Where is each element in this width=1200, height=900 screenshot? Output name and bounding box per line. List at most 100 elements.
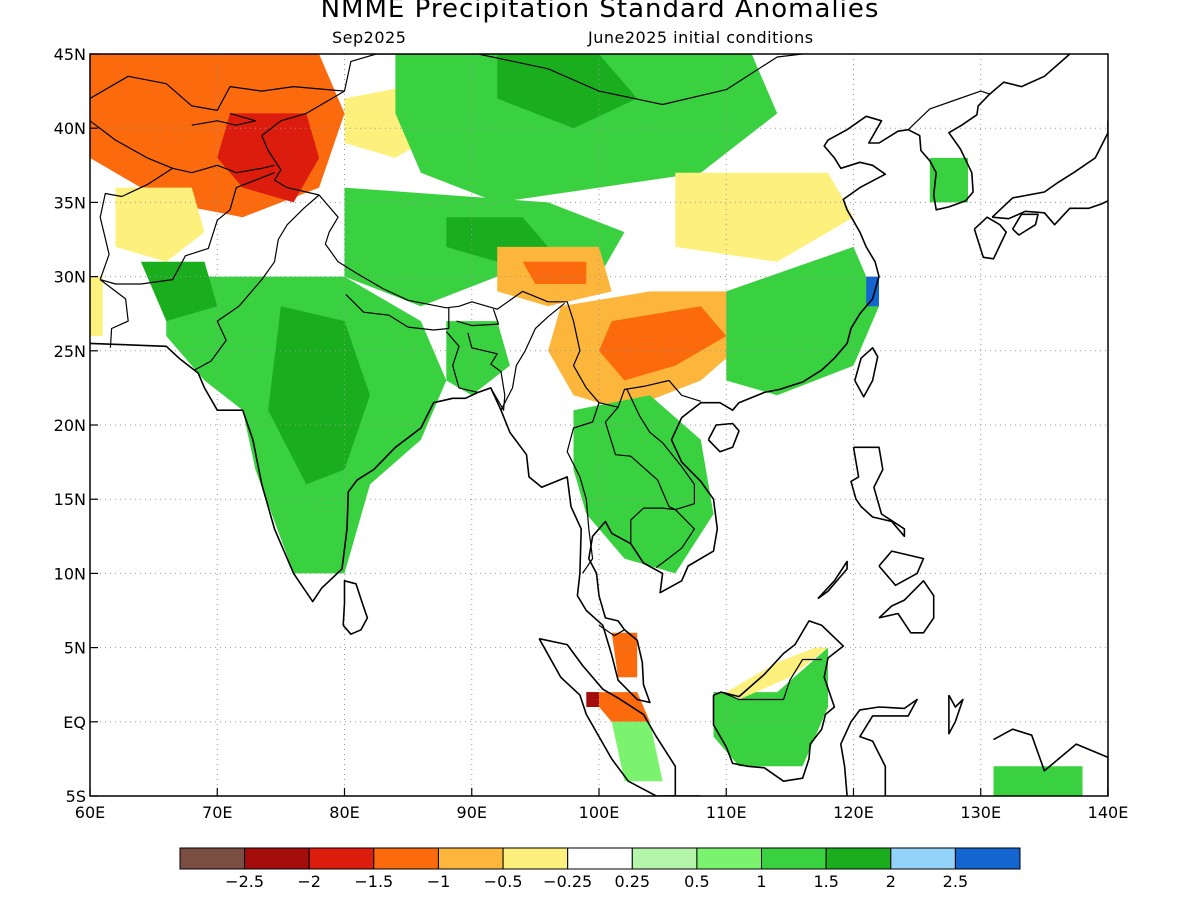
country-borders <box>90 54 990 701</box>
india-pak-border <box>194 194 320 371</box>
colorbar-label: −0.25 <box>543 872 592 891</box>
new-guinea-coast <box>993 728 1108 796</box>
x-tick-label: 120E <box>833 803 874 822</box>
region-kashmir-dry-core <box>217 113 320 203</box>
x-tick-label: 90E <box>457 803 487 822</box>
colorbar-swatch <box>631 847 698 870</box>
taiwan-coast <box>854 346 879 398</box>
colorbar-swatch <box>890 847 956 870</box>
region-afghanistan-dry <box>115 187 205 262</box>
region-southeast-china-wet <box>726 246 879 396</box>
palawan-coast <box>817 560 848 600</box>
colorbar-label: −2.5 <box>225 872 264 891</box>
region-sumatra-very-dry <box>586 692 599 707</box>
borneo-coast <box>712 620 845 783</box>
myanmar-thai-border <box>566 402 600 574</box>
colorbar-label: 2.5 <box>943 872 968 891</box>
china-north-border <box>261 54 803 137</box>
x-tick-label: 130E <box>960 803 1001 822</box>
afghan-pak-border <box>100 172 275 285</box>
region-sichuan-dry-core <box>522 261 587 284</box>
fergana-border <box>191 112 256 126</box>
kyushu-coast <box>973 216 1008 260</box>
region-sumatra-dry <box>586 692 650 722</box>
region-taiwan-wet <box>866 276 879 307</box>
colorbar-swatch <box>179 847 246 870</box>
bhutan-border <box>456 309 500 327</box>
colorbar: −2.5 −2 −1.5 −1 −0.5 −0.25 0.25 0.5 1 1.5 2 2.5 <box>179 847 1021 891</box>
y-tick-label: 40N <box>54 119 86 138</box>
region-sumatra-wet <box>611 721 663 782</box>
y-tick-label: 20N <box>54 416 86 435</box>
colorbar-label: 1.5 <box>813 872 838 891</box>
region-west-margin-dry <box>90 276 103 336</box>
central-asia-north-border <box>90 75 345 112</box>
iran-afghan-border <box>99 167 174 280</box>
hainan-coast <box>707 422 740 453</box>
map-title: NMME Precipitation Standard Anomalies <box>320 0 880 24</box>
y-tick-label: 15N <box>54 490 86 509</box>
colorbar-swatch <box>567 847 633 870</box>
colorbar-swatch <box>761 847 827 870</box>
y-tick-label: 5S <box>66 787 86 806</box>
borneo-border <box>720 658 822 701</box>
x-tick-label: 70E <box>202 803 232 822</box>
myanmar-india-border <box>500 302 565 411</box>
asia-mainland-coast <box>90 54 1071 704</box>
x-tick-label: 80E <box>329 803 359 822</box>
laos-border <box>604 389 696 511</box>
y-tick-label: 30N <box>54 268 86 287</box>
luzon-coast <box>850 446 906 538</box>
hokkaido-coast <box>1107 103 1108 106</box>
x-axis: 60E 70E 80E 90E 100E 110E 120E 130E 140E <box>75 788 1129 822</box>
y-tick-label: 35N <box>54 193 86 212</box>
region-borneo-wet <box>713 647 828 767</box>
halmahera-coast <box>948 694 964 735</box>
thai-malay-border <box>598 624 625 637</box>
sri-lanka-coast <box>342 579 369 636</box>
coastlines <box>90 54 1108 796</box>
region-mongolia-wet <box>395 54 778 203</box>
sulawesi-coast <box>839 698 918 796</box>
initial-conditions: June2025 initial conditions <box>588 28 814 47</box>
visayas-coast <box>878 550 925 587</box>
colorbar-swatch <box>696 847 763 870</box>
colorbar-swatch <box>373 847 439 870</box>
sumatra-coast <box>538 637 677 796</box>
colorbar-swatch <box>954 847 1021 870</box>
bangladesh-border <box>445 331 506 411</box>
colorbar-swatch <box>438 847 504 870</box>
colorbar-label: 0.5 <box>684 872 709 891</box>
y-tick-label: 25N <box>54 342 86 361</box>
central-asia-mid-border <box>90 120 275 174</box>
region-mongolia-wet-core <box>497 54 638 129</box>
colorbar-swatch <box>308 847 375 870</box>
colorbar-label: −0.5 <box>484 872 523 891</box>
y-axis: 45N 40N 35N 30N 25N 20N 15N 10N 5N EQ 5S <box>54 45 98 806</box>
colorbar-label: −2 <box>297 872 321 891</box>
cambodia-border <box>630 507 696 568</box>
region-bangladesh-wet <box>446 321 510 396</box>
honshu-coast <box>991 119 1108 226</box>
iran-pak-border <box>99 279 129 348</box>
colorbar-label: 0.25 <box>614 872 650 891</box>
forecast-month: Sep2025 <box>332 28 407 47</box>
x-tick-label: 100E <box>579 803 620 822</box>
gridlines <box>90 54 1108 796</box>
colorbar-swatch <box>502 847 569 870</box>
region-korea-wet <box>929 157 968 203</box>
x-tick-label: 110E <box>706 803 747 822</box>
colorbar-swatch <box>244 847 310 870</box>
x-tick-label: 140E <box>1088 803 1129 822</box>
region-south-china-dry-core <box>599 306 727 381</box>
y-tick-label: EQ <box>63 713 86 732</box>
y-tick-label: 45N <box>54 45 86 64</box>
colorbar-label: 1 <box>756 872 766 891</box>
anomaly-regions <box>90 54 1083 796</box>
region-java-wet <box>993 766 1083 796</box>
colorbar-label: −1 <box>427 872 451 891</box>
region-north-china-dry <box>675 172 854 262</box>
colorbar-label: 2 <box>886 872 896 891</box>
x-tick-label: 60E <box>75 803 105 822</box>
